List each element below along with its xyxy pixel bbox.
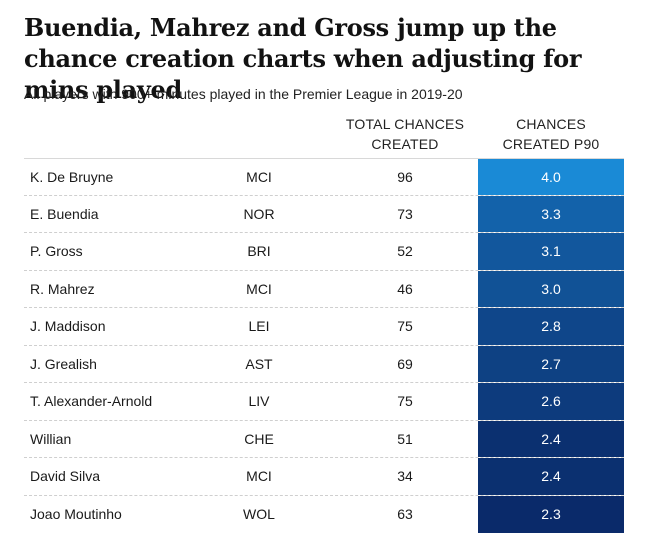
table-row: J. Maddison LEI 75 2.8	[24, 308, 624, 346]
chances-p90-value: 3.3	[478, 195, 624, 232]
player-name: David Silva	[30, 468, 101, 485]
chances-p90-value: 2.4	[478, 420, 624, 457]
table-row: J. Grealish AST 69 2.7	[24, 345, 624, 383]
chances-p90-value: 2.4	[478, 458, 624, 495]
header-total-line2: CREATED	[371, 136, 439, 152]
total-chances-value: 46	[397, 280, 413, 297]
total-chances-value: 51	[397, 430, 413, 447]
header-p90-line2: CREATED P90	[502, 136, 600, 152]
table-row: R. Mahrez MCI 46 3.0	[24, 270, 624, 308]
team-code: NOR	[243, 205, 275, 222]
chances-p90-value: 3.1	[478, 233, 624, 270]
team-code: BRI	[247, 243, 271, 260]
table-row: T. Alexander-Arnold LIV 75 2.6	[24, 383, 624, 421]
chances-p90-value: 2.8	[478, 308, 624, 345]
chances-p90-value: 2.7	[478, 345, 624, 382]
total-chances-value: 69	[397, 355, 413, 372]
player-name: R. Mahrez	[30, 280, 95, 297]
team-code: MCI	[246, 280, 272, 297]
table-row: K. De Bruyne MCI 96 4.0	[24, 158, 624, 196]
total-chances-value: 73	[397, 205, 413, 222]
team-code: WOL	[243, 506, 275, 523]
total-chances-value: 75	[397, 393, 413, 410]
chart-title: Buendia, Mahrez and Gross jump up the ch…	[24, 13, 582, 104]
chances-p90-value: 2.3	[478, 495, 624, 533]
table-row: P. Gross BRI 52 3.1	[24, 233, 624, 271]
player-name: T. Alexander-Arnold	[30, 393, 153, 410]
player-name: Willian	[30, 430, 72, 447]
header-chances-p90: CHANCES CREATED P90	[478, 114, 624, 154]
table-row: Joao Moutinho WOL 63 2.3	[24, 495, 624, 533]
table-row: David Silva MCI 34 2.4	[24, 458, 624, 496]
team-code: LIV	[248, 393, 270, 410]
header-total-line1: TOTAL CHANCES	[345, 116, 465, 132]
player-name: Joao Moutinho	[30, 506, 122, 523]
chart-subtitle: All players with 900+ minutes played in …	[24, 86, 463, 102]
player-name: E. Buendia	[30, 205, 99, 222]
table-row: Willian CHE 51 2.4	[24, 420, 624, 458]
chances-p90-value: 3.0	[478, 270, 624, 307]
total-chances-value: 52	[397, 243, 413, 260]
player-name: J. Maddison	[30, 318, 106, 335]
chances-p90-value: 4.0	[478, 159, 624, 195]
header-p90-line1: CHANCES	[516, 116, 586, 132]
total-chances-value: 75	[397, 318, 413, 335]
team-code: LEI	[248, 318, 270, 335]
total-chances-value: 34	[397, 468, 413, 485]
team-code: MCI	[246, 168, 272, 185]
table-row: E. Buendia NOR 73 3.3	[24, 195, 624, 233]
chance-creation-table: K. De Bruyne MCI 96 4.0 E. Buendia NOR 73 3.3 P.…	[24, 158, 624, 533]
total-chances-value: 63	[397, 506, 413, 523]
chances-p90-value: 2.6	[478, 383, 624, 420]
total-chances-value: 96	[397, 168, 413, 185]
player-name: K. De Bruyne	[30, 168, 114, 185]
team-code: AST	[245, 355, 273, 372]
team-code: MCI	[246, 468, 272, 485]
player-name: J. Grealish	[30, 355, 97, 372]
header-total-chances: TOTAL CHANCES CREATED	[330, 114, 480, 154]
player-name: P. Gross	[30, 243, 83, 260]
team-code: CHE	[244, 430, 274, 447]
